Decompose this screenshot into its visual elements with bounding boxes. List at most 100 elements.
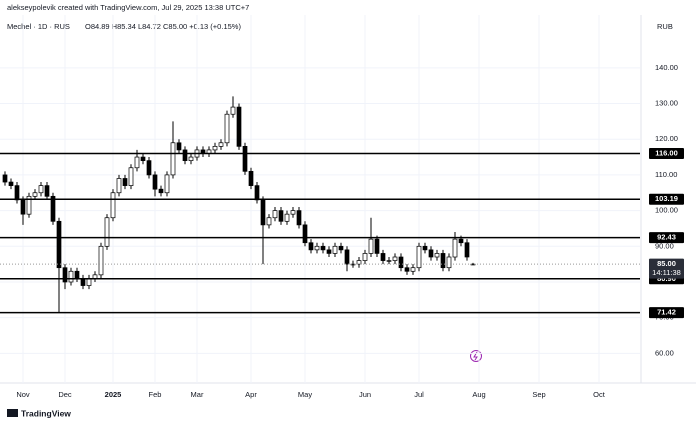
event-icon[interactable] xyxy=(470,350,482,362)
candle-body xyxy=(314,245,320,251)
candle-body xyxy=(176,142,182,151)
candle-body xyxy=(74,270,80,279)
candle-body xyxy=(146,160,152,176)
candle-body xyxy=(170,142,176,176)
candle-body xyxy=(116,178,122,194)
x-tick-label: Sep xyxy=(532,390,545,399)
candle-body xyxy=(392,256,398,261)
candle-body xyxy=(98,245,104,276)
candle-body xyxy=(248,170,254,186)
brand: TradingView xyxy=(21,408,71,418)
candle-body xyxy=(374,238,380,254)
candle-body xyxy=(110,192,116,219)
candle-body xyxy=(254,185,260,201)
candle-body xyxy=(278,210,284,222)
x-tick-label: Oct xyxy=(593,390,606,399)
candle-body xyxy=(158,188,164,194)
brand-logo xyxy=(7,409,18,417)
candle-body xyxy=(458,238,464,244)
y-tick-label: 120.00 xyxy=(655,134,678,143)
candle-body xyxy=(452,238,458,258)
candle-body xyxy=(398,256,404,269)
x-tick-label: Aug xyxy=(472,390,485,399)
candle-body xyxy=(410,267,416,272)
level-label-box xyxy=(649,193,684,205)
candle-body xyxy=(332,245,338,254)
candle-body xyxy=(368,238,374,254)
y-tick-label: 90.00 xyxy=(655,241,674,250)
candle-body xyxy=(320,245,326,251)
level-label-box xyxy=(649,232,684,244)
candle-body xyxy=(302,224,308,244)
candle-body xyxy=(344,249,350,265)
candle-body xyxy=(356,260,362,265)
candle-body xyxy=(440,253,446,269)
candle-body xyxy=(284,213,290,222)
candle-body xyxy=(56,220,62,269)
x-tick-label: Mar xyxy=(191,390,204,399)
x-tick-label: Dec xyxy=(58,390,72,399)
event-bolt xyxy=(473,351,478,361)
candle-body xyxy=(14,185,20,201)
candle-body xyxy=(152,174,158,190)
candle-body xyxy=(338,245,344,251)
candle-body xyxy=(266,217,272,226)
candle-body xyxy=(272,210,278,219)
candle-body xyxy=(236,106,242,147)
level-label: 103.19 xyxy=(655,194,678,203)
candle-body xyxy=(134,156,140,169)
candle-body xyxy=(290,210,296,215)
candle-body xyxy=(104,217,110,247)
currency: RUB xyxy=(657,22,673,31)
candle-body xyxy=(446,256,452,269)
candle-body xyxy=(38,185,44,194)
candle-body xyxy=(122,178,128,186)
candle-body xyxy=(224,113,230,144)
x-tick-label: Feb xyxy=(149,390,162,399)
symbol: Mechel · 1D · RUS xyxy=(7,22,70,31)
level-label: 92.43 xyxy=(657,233,676,242)
candle-body xyxy=(380,253,386,261)
x-tick-label: May xyxy=(298,390,312,399)
candle-body xyxy=(182,149,188,161)
candle-body xyxy=(26,195,32,215)
x-tick-label: Nov xyxy=(16,390,30,399)
level-label: 116.00 xyxy=(655,148,678,157)
candle-body xyxy=(212,146,218,151)
candle-body xyxy=(308,242,314,251)
ohlc: O84.89 H85.34 L84.72 C85.00 +0.13 (+0.15… xyxy=(85,22,241,31)
level-label-box xyxy=(649,147,684,159)
candle-body xyxy=(188,156,194,161)
attribution: alekseypolevik created with TradingView.… xyxy=(7,3,249,12)
level-label-box xyxy=(649,307,684,319)
candle-body xyxy=(386,260,392,262)
candle-body xyxy=(50,195,56,222)
candle-body xyxy=(44,185,50,197)
candle-body xyxy=(434,253,440,258)
candle-body xyxy=(218,142,224,147)
candle-body xyxy=(242,146,248,172)
x-tick-label: Apr xyxy=(245,390,257,399)
y-tick-label: 130.00 xyxy=(655,99,678,108)
candle-body xyxy=(326,249,332,254)
x-tick-label: Jun xyxy=(359,390,371,399)
candle-body xyxy=(260,199,266,226)
candle-body xyxy=(32,192,38,197)
candle-body xyxy=(296,210,302,226)
candle-body xyxy=(140,156,146,161)
candle-body xyxy=(164,174,170,194)
candle-body xyxy=(416,245,422,269)
candle-body xyxy=(230,106,236,115)
candle-body xyxy=(404,267,410,272)
y-tick-label: 110.00 xyxy=(655,170,677,179)
candle-body xyxy=(362,253,368,261)
candle-body xyxy=(2,174,8,183)
y-tick-label: 100.00 xyxy=(655,206,678,215)
candle-body xyxy=(422,245,428,251)
level-label: 71.42 xyxy=(657,308,676,317)
y-tick-label: 140.00 xyxy=(655,63,678,72)
candle-body xyxy=(20,199,26,215)
candle-body xyxy=(92,274,98,279)
y-tick-label: 60.00 xyxy=(655,348,674,357)
